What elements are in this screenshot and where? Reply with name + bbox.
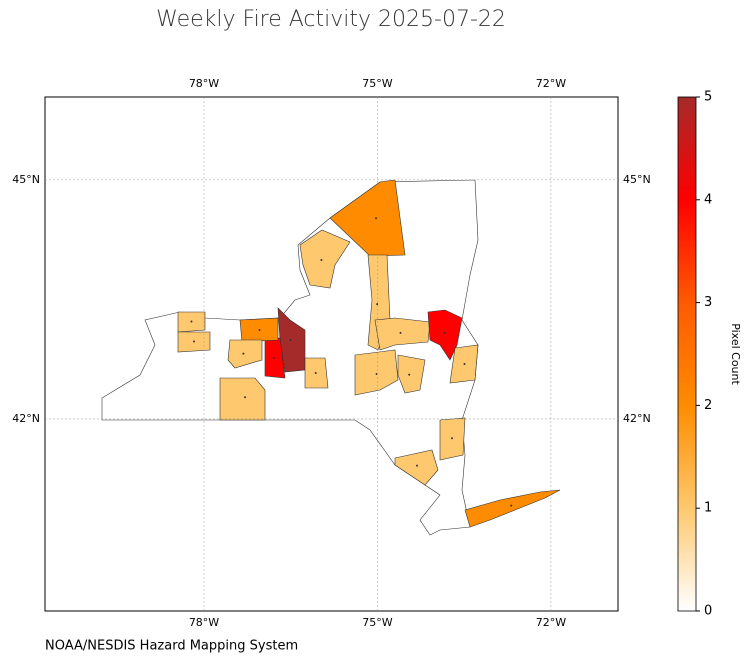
county bbox=[427, 309, 463, 361]
fire-dot bbox=[408, 373, 411, 376]
fire-dot bbox=[399, 331, 402, 334]
colorbar-tick-label: 5 bbox=[704, 90, 712, 105]
colorbar-tick-label: 0 bbox=[704, 604, 712, 619]
fire-dot bbox=[416, 464, 418, 467]
y-tick-label: 42°N bbox=[623, 412, 651, 425]
county bbox=[354, 349, 399, 396]
fire-dot bbox=[463, 363, 466, 365]
county bbox=[397, 354, 426, 394]
fire-dot bbox=[244, 396, 246, 399]
fire-dot bbox=[375, 217, 377, 220]
county bbox=[464, 489, 561, 528]
x-tick-label: 75°W bbox=[362, 77, 392, 90]
fire-dot bbox=[376, 303, 379, 306]
grid bbox=[45, 97, 618, 611]
colorbar-tick-label: 1 bbox=[704, 501, 712, 516]
county bbox=[329, 179, 406, 257]
y-tick-label: 42°N bbox=[12, 412, 40, 425]
y-tick-label: 45°N bbox=[623, 173, 651, 186]
colorbar-tick-label: 3 bbox=[704, 295, 712, 310]
county bbox=[394, 449, 439, 486]
fire-dot bbox=[510, 504, 513, 507]
county bbox=[219, 377, 266, 421]
county bbox=[227, 339, 263, 369]
colorbar-tick-label: 2 bbox=[704, 398, 712, 413]
fire-dot bbox=[289, 339, 292, 341]
county bbox=[299, 229, 351, 289]
x-tick-label: 78°W bbox=[189, 616, 219, 629]
source: NOAA/NESDIS Hazard Mapping System bbox=[45, 639, 298, 654]
colorbar-label: Pixel Count bbox=[729, 323, 742, 385]
x-tick-label: 78°W bbox=[189, 77, 219, 90]
fire-dot bbox=[314, 372, 317, 374]
fire-dot bbox=[443, 331, 446, 334]
fire-dot bbox=[451, 437, 453, 440]
x-tick-label: 72°W bbox=[536, 77, 566, 90]
county bbox=[374, 317, 431, 351]
fire-dot bbox=[193, 340, 195, 343]
colorbar-tick-label: 4 bbox=[704, 192, 712, 207]
fire-dot bbox=[190, 320, 193, 323]
counties bbox=[177, 179, 561, 528]
fire-dot bbox=[272, 357, 275, 359]
fire-dot bbox=[242, 352, 245, 355]
x-tick-label: 75°W bbox=[362, 616, 392, 629]
y-tick-label: 45°N bbox=[12, 173, 40, 186]
fire-dot bbox=[375, 373, 378, 375]
fire-dot bbox=[320, 259, 323, 261]
colorbar bbox=[677, 96, 697, 612]
fire-dot bbox=[258, 329, 261, 331]
x-tick-label: 72°W bbox=[536, 616, 566, 629]
title: Weekly Fire Activity 2025-07-22 bbox=[156, 7, 506, 32]
